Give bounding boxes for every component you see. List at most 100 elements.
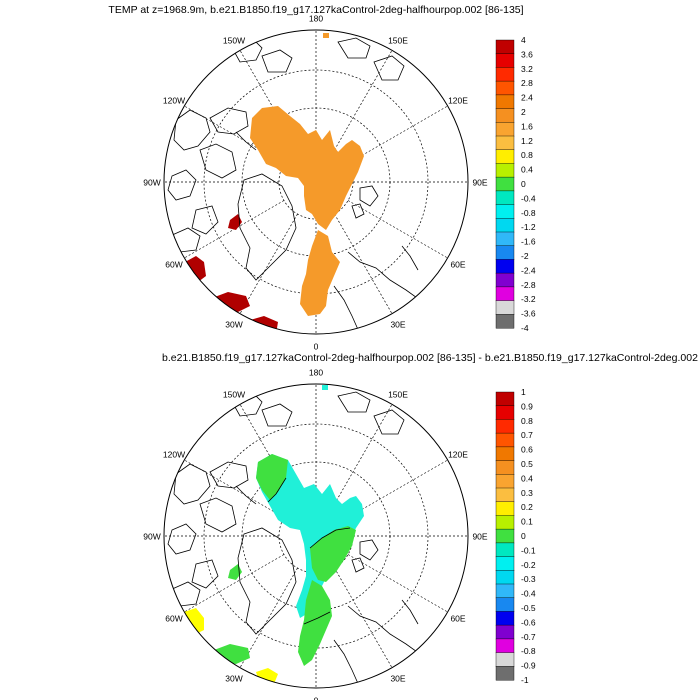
colorbar-swatch bbox=[495, 122, 515, 137]
colorbar-swatch bbox=[495, 149, 515, 164]
meridian-line bbox=[239, 213, 298, 314]
colorbar-swatch bbox=[495, 108, 515, 123]
meridian-line bbox=[334, 404, 393, 505]
colorbar-swatch bbox=[495, 231, 515, 247]
colorbar-swatch bbox=[495, 597, 515, 612]
longitude-labels: 180 150E 120E 90E 60E 30E 0 30W 60W 90W 120W 150W bbox=[143, 14, 488, 352]
field-beaufort bbox=[256, 454, 288, 500]
panel-absolute-temperature: TEMP at z=1968.9m, b.e21.B1850.f19_g17.1… bbox=[108, 4, 535, 352]
colorbar-tick-label: 3.6 bbox=[521, 49, 533, 59]
zero-contours bbox=[267, 477, 351, 625]
colorbar-swatch bbox=[495, 300, 515, 315]
colorbar-tick-label: 4 bbox=[521, 35, 526, 45]
colorbar-swatch bbox=[495, 419, 515, 434]
meridian-line bbox=[347, 554, 448, 613]
meridian-line bbox=[334, 567, 393, 668]
colorbar-tick-label: 1 bbox=[521, 387, 526, 397]
colorbar-swatch bbox=[495, 286, 515, 302]
longitude-label: 30W bbox=[225, 320, 242, 330]
colorbar-tick-label: -2 bbox=[521, 251, 529, 261]
longitude-label: 30E bbox=[390, 674, 405, 684]
meridian-line bbox=[347, 200, 448, 259]
map-area bbox=[164, 384, 468, 688]
colorbar-swatch bbox=[495, 204, 515, 219]
colorbar-swatch bbox=[495, 460, 515, 475]
colorbar-tick-label: -1 bbox=[521, 675, 529, 685]
colorbar-swatch bbox=[495, 245, 515, 260]
colorbar-tick-label: 0.8 bbox=[521, 416, 533, 426]
colorbar-tick-label: -0.1 bbox=[521, 545, 536, 555]
longitude-label: 90W bbox=[143, 178, 160, 188]
colorbar-swatch bbox=[495, 39, 515, 55]
colorbar-tick-label: 0.2 bbox=[521, 502, 533, 512]
colorbar-swatch bbox=[495, 611, 515, 626]
longitude-label: 150E bbox=[388, 390, 408, 400]
panel-title: TEMP at z=1968.9m, b.e21.B1850.f19_g17.1… bbox=[108, 4, 523, 16]
colorbar-tick-label: -1.2 bbox=[521, 222, 536, 232]
longitude-label: 60W bbox=[165, 614, 182, 624]
colorbar-swatch bbox=[495, 570, 515, 585]
longitude-label: 180 bbox=[309, 14, 323, 24]
map-area bbox=[164, 30, 468, 334]
colorbar-tick-label: 0.6 bbox=[521, 445, 533, 455]
longitude-label: 0 bbox=[314, 696, 319, 700]
colorbar-swatch bbox=[495, 176, 515, 192]
longitude-label: 0 bbox=[314, 342, 319, 352]
colorbar-swatch bbox=[495, 80, 515, 96]
panel-title: b.e21.B1850.f19_g17.127kaControl-2deg-ha… bbox=[162, 352, 700, 364]
colorbar-tick-label: 2.4 bbox=[521, 93, 533, 103]
colorbar-tick-label: -0.7 bbox=[521, 632, 536, 642]
longitude-label: 180 bbox=[309, 368, 323, 378]
colorbar-tick-label: 2 bbox=[521, 107, 526, 117]
field-central-arctic bbox=[256, 454, 364, 618]
longitude-label: 90W bbox=[143, 532, 160, 542]
colorbar-tick-label: 3.2 bbox=[521, 64, 533, 74]
longitude-label: 120W bbox=[163, 450, 185, 460]
colorbar-swatch bbox=[495, 666, 515, 681]
meridian-line bbox=[184, 459, 285, 518]
meridian-line bbox=[347, 459, 448, 518]
colorbar-tick-label: -0.3 bbox=[521, 574, 536, 584]
colorbar-tick-label: 0.9 bbox=[521, 401, 533, 411]
longitude-label: 120E bbox=[448, 96, 468, 106]
field-top-dot bbox=[323, 33, 329, 38]
colorbar-swatch bbox=[495, 487, 515, 503]
colorbar-tick-label: 1.2 bbox=[521, 136, 533, 146]
meridian-line bbox=[334, 50, 393, 151]
longitude-label: 150W bbox=[223, 390, 245, 400]
colorbar-tick-label: -2.4 bbox=[521, 265, 536, 275]
longitude-label: 30W bbox=[225, 674, 242, 684]
longitude-label: 90E bbox=[472, 178, 487, 188]
colorbar-swatch bbox=[495, 528, 515, 544]
field-central-arctic bbox=[250, 106, 364, 316]
colorbar: 1 0.9 0.8 0.7 0.6 0.5 0.4 0.3 0.2 0.1 0 -0.1 -0.2 -0.… bbox=[495, 387, 536, 685]
colorbar-tick-label: 1.6 bbox=[521, 121, 533, 131]
longitude-label: 120W bbox=[163, 96, 185, 106]
meridian-line bbox=[347, 105, 448, 164]
meridian-line bbox=[184, 105, 285, 164]
colorbar-tick-label: -1.6 bbox=[521, 237, 536, 247]
colorbar-tick-label: -0.6 bbox=[521, 617, 536, 627]
map-boundary bbox=[163, 383, 469, 689]
colorbar-swatch bbox=[495, 542, 515, 558]
colorbar-tick-label: -3.2 bbox=[521, 294, 536, 304]
colorbar-tick-label: -0.4 bbox=[521, 193, 536, 203]
colorbar-swatch bbox=[495, 652, 515, 667]
longitude-label: 60E bbox=[450, 614, 465, 624]
colorbar: 4 3.6 3.2 2.8 2.4 2 1.6 1.2 0.8 0.4 0 -0.4 -0.8 -1.2 -… bbox=[495, 35, 536, 333]
colorbar-tick-label: 0.8 bbox=[521, 150, 533, 160]
colorbar-swatch bbox=[495, 259, 515, 274]
colorbar-tick-label: 0.4 bbox=[521, 165, 533, 175]
colorbar-swatch bbox=[495, 135, 515, 151]
longitude-label: 150E bbox=[388, 36, 408, 46]
colorbar-tick-label: -0.5 bbox=[521, 603, 536, 613]
colorbar-tick-label: -2.8 bbox=[521, 280, 536, 290]
coastlines bbox=[167, 391, 437, 688]
colorbar-swatch bbox=[495, 624, 515, 640]
colorbar-tick-label: 0.5 bbox=[521, 459, 533, 469]
colorbar-tick-label: -0.4 bbox=[521, 589, 536, 599]
colorbar-swatch bbox=[495, 446, 515, 462]
longitude-label: 60W bbox=[165, 260, 182, 270]
meridian-line bbox=[239, 567, 298, 668]
colorbar-tick-label: 0 bbox=[521, 531, 526, 541]
